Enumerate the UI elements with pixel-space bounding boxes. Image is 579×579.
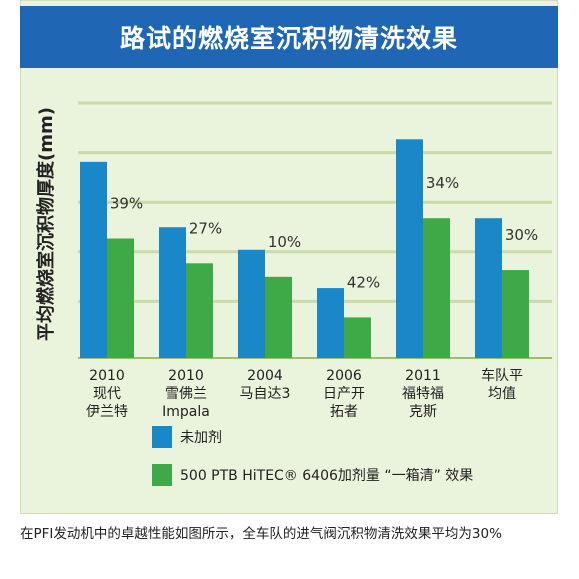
bar-treated bbox=[107, 238, 134, 358]
category-label: Impala bbox=[162, 404, 210, 420]
category-label: 克斯 bbox=[409, 404, 437, 420]
bar-untreated bbox=[159, 227, 186, 358]
title-bar: 路试的燃烧室沉积物清洗效果 bbox=[20, 6, 558, 68]
category-label: 现代 bbox=[93, 386, 121, 402]
legend-swatch bbox=[152, 426, 172, 448]
bar-untreated bbox=[238, 249, 265, 358]
category-label: 2011 bbox=[405, 368, 441, 384]
bar-untreated bbox=[396, 139, 423, 358]
category-label: 2006 bbox=[326, 368, 362, 384]
reduction-label: 39% bbox=[110, 195, 143, 213]
bar-treated bbox=[502, 270, 529, 358]
reduction-label: 34% bbox=[426, 174, 459, 192]
category-label: 马自达3 bbox=[240, 386, 291, 402]
category-label: 雪佛兰 bbox=[165, 386, 207, 402]
category-label: 伊兰特 bbox=[86, 404, 128, 420]
legend-label: 未加剂 bbox=[180, 430, 222, 446]
reduction-label: 30% bbox=[505, 226, 538, 244]
chart-title: 路试的燃烧室沉积物清洗效果 bbox=[119, 24, 458, 53]
y-axis-label: 平均燃烧室沉积物厚度(mm) bbox=[35, 107, 57, 341]
bar-untreated bbox=[80, 161, 107, 358]
category-label: 均值 bbox=[488, 386, 516, 402]
bar-treated bbox=[265, 276, 292, 358]
reduction-label: 42% bbox=[347, 273, 380, 291]
bar-treated bbox=[186, 263, 213, 358]
footnote: 在PFI发动机中的卓越性能如图所示，全车队的进气阀沉积物清洗效果平均为30% bbox=[20, 526, 502, 542]
legend-swatch bbox=[152, 464, 172, 486]
category-label: 日产开 bbox=[323, 386, 365, 402]
bar-untreated bbox=[317, 288, 344, 358]
category-label: 2010 bbox=[168, 368, 204, 384]
bar-treated bbox=[423, 218, 450, 358]
reduction-label: 27% bbox=[189, 219, 222, 237]
legend-label: 500 PTB HiTEC® 6406加剂量 “一箱清” 效果 bbox=[180, 468, 473, 484]
category-label: 2010 bbox=[89, 368, 125, 384]
bar-untreated bbox=[475, 218, 502, 358]
category-label: 福特福 bbox=[402, 386, 444, 402]
category-label: 拓者 bbox=[330, 404, 358, 420]
reduction-label: 10% bbox=[268, 233, 301, 251]
category-label: 2004 bbox=[247, 368, 283, 384]
bar-treated bbox=[344, 317, 371, 358]
category-label: 车队平 bbox=[481, 367, 523, 384]
